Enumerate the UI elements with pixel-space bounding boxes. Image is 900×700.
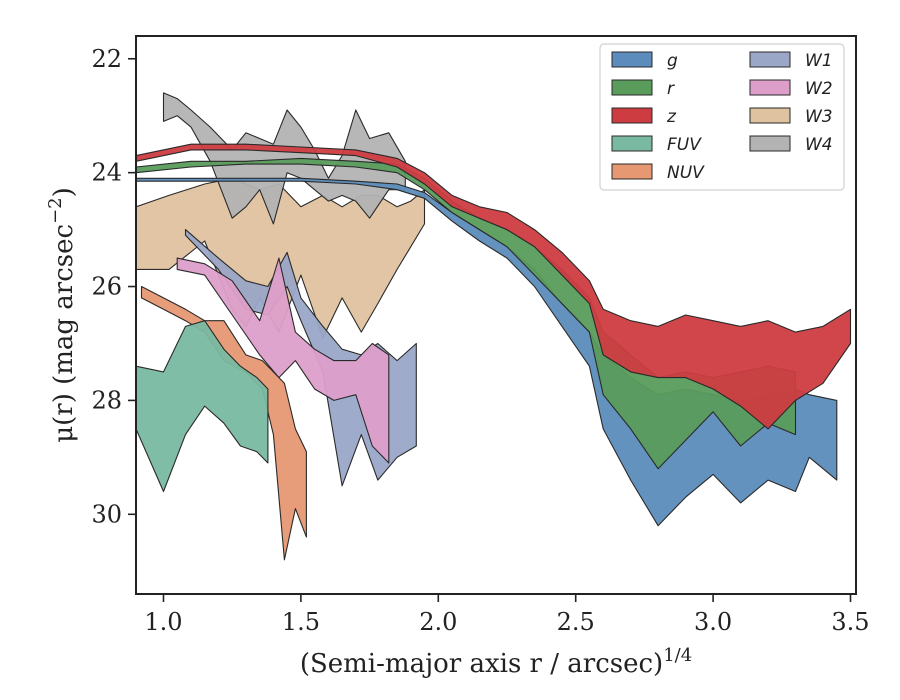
y-axis-label-superscript: −2	[45, 197, 66, 224]
y-tick-label: 22	[91, 45, 122, 73]
legend-label-w3: W3	[805, 107, 833, 127]
y-tick-label: 24	[91, 159, 122, 187]
x-tick-label: 1.5	[282, 608, 320, 636]
x-tick-label: 3.0	[694, 608, 732, 636]
y-axis: 22 24 26 28 30	[91, 45, 136, 528]
band-w2	[176, 257, 390, 464]
legend-swatch-w1	[749, 51, 791, 68]
legend-swatch-nuv	[611, 163, 653, 180]
legend-swatch-w2	[749, 79, 791, 96]
y-axis-label: μ(r) (mag arcsec−2)	[45, 187, 79, 443]
legend-swatch-w3	[749, 107, 791, 124]
x-axis-label-superscript: 1/4	[663, 645, 692, 666]
legend-label-w2: W2	[805, 79, 833, 99]
x-axis-label: (Semi-major axis r / arcsec)1/4	[300, 645, 692, 679]
legend-label-w1: W1	[805, 51, 833, 71]
plot-frame	[135, 35, 857, 595]
y-tick-label: 26	[91, 273, 122, 301]
legend-label-g: g	[667, 51, 678, 71]
band-z	[136, 143, 852, 430]
band-fuv	[136, 320, 269, 493]
legend-label-w4: W4	[805, 135, 833, 155]
legend-swatch-g	[611, 51, 653, 68]
legend-label-nuv: NUV	[667, 163, 705, 183]
x-tick-label: 2.5	[557, 608, 595, 636]
y-axis-label-suffix: )	[49, 187, 79, 197]
legend-label-z: z	[666, 107, 677, 127]
x-tick-label: 1.0	[144, 608, 182, 636]
x-tick-label: 2.0	[419, 608, 457, 636]
x-axis: 1.0 1.5 2.0 2.5 3.0 3.5	[144, 594, 870, 636]
y-tick-label: 28	[91, 386, 122, 414]
legend-swatch-w4	[749, 135, 791, 152]
data-bands	[136, 92, 852, 561]
legend-label-fuv: FUV	[667, 135, 702, 155]
legend-swatch-r	[611, 79, 653, 96]
x-tick-label: 3.5	[831, 608, 869, 636]
legend-swatch-fuv	[611, 135, 653, 152]
y-tick-label: 30	[91, 500, 122, 528]
legend: grz FUV NUV W1 W2 W3 W4	[599, 43, 845, 191]
legend-swatch-z	[611, 107, 653, 124]
legend-label-r: r	[667, 79, 675, 99]
